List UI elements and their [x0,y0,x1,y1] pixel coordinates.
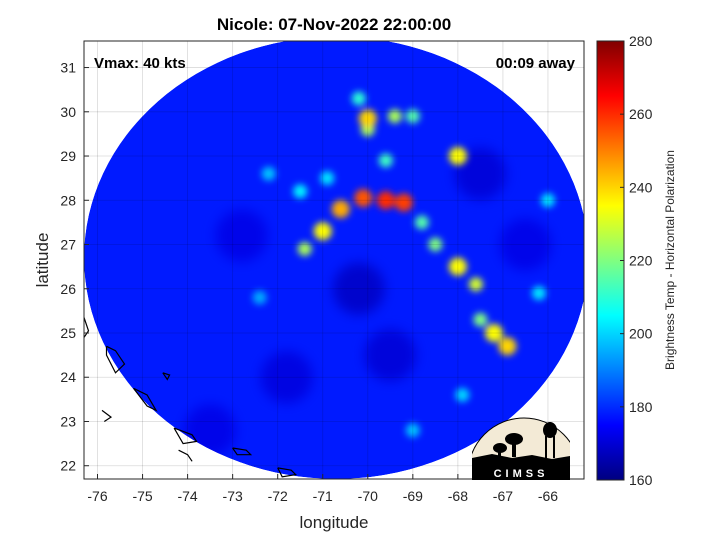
x-axis-label: longitude [299,513,368,532]
coastline [178,449,193,462]
swath-layer [84,41,584,479]
grid-lines [84,41,584,479]
warm-feature [297,241,312,256]
y-tick-label: 22 [60,458,76,474]
x-tick-label: -70 [358,488,378,504]
warm-feature [414,215,429,230]
coastlines [84,317,297,478]
coastline [101,409,113,423]
y-tick-label: 30 [60,104,76,120]
y-tick-label: 24 [60,369,76,385]
coastline [232,447,253,456]
x-tick-label: -69 [403,488,423,504]
warm-feature [293,184,308,199]
warm-feature [498,337,517,356]
warm-feature [448,257,467,276]
warm-feature [387,109,402,124]
x-axis: -76 -75 -74 -73 -72 -71 -70 -69 -68 -67 -66 [87,474,558,504]
warm-feature [448,147,467,166]
warm-feature [405,423,420,438]
colorbar-tick-label: 180 [629,399,653,415]
time-offset-annotation: 00:09 away [496,55,576,72]
warm-feature [484,324,503,342]
warm-feature [351,91,366,106]
cold-feature [499,218,552,271]
warm-feature [455,387,470,402]
cold-feature [364,329,417,382]
warm-feature [473,312,488,327]
colorbar-tick-label: 240 [629,179,653,195]
cold-feature [215,209,268,262]
colorbar-tick-label: 220 [629,253,653,269]
y-axis: 22 23 24 25 26 27 28 29 30 31 [60,60,89,474]
y-tick-label: 26 [60,281,76,297]
y-tick-label: 29 [60,148,76,164]
coastline [173,427,198,445]
coastline [105,345,126,374]
warm-feature [313,222,332,241]
warm-feature [354,189,373,208]
warm-feature [378,153,393,168]
y-tick-label: 28 [60,192,76,208]
coastline [133,387,158,412]
x-tick-label: -72 [268,488,288,504]
cold-feature [260,351,313,404]
y-tick-label: 23 [60,413,76,429]
y-tick-label: 31 [60,60,76,76]
y-axis-label: latitude [33,233,52,288]
warm-feature [394,193,413,212]
warm-feature [376,191,395,210]
coastline [277,467,297,478]
warm-feature [261,166,276,181]
x-tick-label: -76 [87,488,107,504]
coastline [84,317,90,338]
colorbar-tick-label: 200 [629,326,653,342]
warm-feature [252,290,267,305]
colorbar-tick-label: 260 [629,106,653,122]
cold-feature [332,262,385,315]
coastline [162,372,171,381]
x-tick-label: -66 [538,488,558,504]
x-tick-label: -67 [493,488,513,504]
warm-feature [320,171,335,186]
warm-feature [531,286,546,301]
x-tick-label: -73 [223,488,243,504]
warm-feature [405,109,420,124]
warm-feature [358,109,377,128]
cold-feature [454,147,507,200]
colorbar-tick-label: 280 [629,33,653,49]
vmax-annotation: Vmax: 40 kts [94,55,186,72]
swath-background [84,41,584,479]
y-tick-label: 25 [60,325,76,341]
y-tick-label: 27 [60,237,76,253]
x-tick-label: -74 [177,488,197,504]
warm-feature [331,200,350,219]
colorbar-tick-label: 160 [629,472,653,488]
warm-feature [468,277,483,292]
x-tick-label: -68 [448,488,468,504]
x-tick-label: -71 [313,488,333,504]
plot-frame [83,40,585,480]
x-tick-label: -75 [132,488,152,504]
svg-text:CIMSS: CIMSS [494,468,549,480]
colorbar-label: Brightness Temp - Horizontal Polarizatio… [663,150,677,370]
colorbar-ticks: 160 180 200 220 240 260 280 [620,33,653,488]
chart-title: Nicole: 07-Nov-2022 22:00:00 [217,15,451,34]
cimss-logo: CIMSS [472,417,570,480]
colorbar [596,40,625,481]
warm-feature [540,193,555,208]
warm-feature [428,237,443,252]
